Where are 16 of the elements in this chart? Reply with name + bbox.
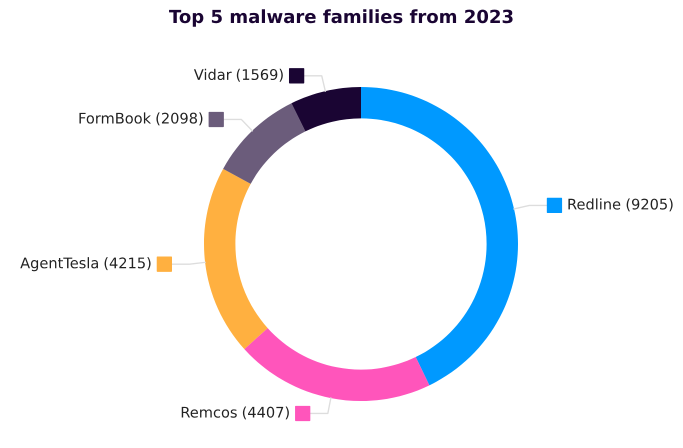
donut-slice — [204, 168, 268, 350]
donut-slice — [223, 103, 306, 184]
data-label: (1569) — [236, 68, 283, 82]
slice-label: Remcos — [182, 406, 237, 418]
data-label: (9205) — [626, 198, 673, 212]
data-label: (2098) — [156, 112, 202, 126]
slice-label: FormBook — [79, 112, 152, 124]
donut-slice — [244, 328, 430, 401]
donut-slice — [291, 87, 361, 132]
data-label: (4215) — [104, 257, 151, 270]
slice-label: Vidar — [194, 68, 232, 80]
legend-label: Redline — [568, 198, 620, 210]
data-label: (4407) — [242, 406, 289, 420]
chart-title: Top 5 malware families from 2023 — [169, 9, 513, 27]
slice-label: AgentTesla — [20, 257, 98, 272]
donut-slice — [361, 87, 518, 386]
